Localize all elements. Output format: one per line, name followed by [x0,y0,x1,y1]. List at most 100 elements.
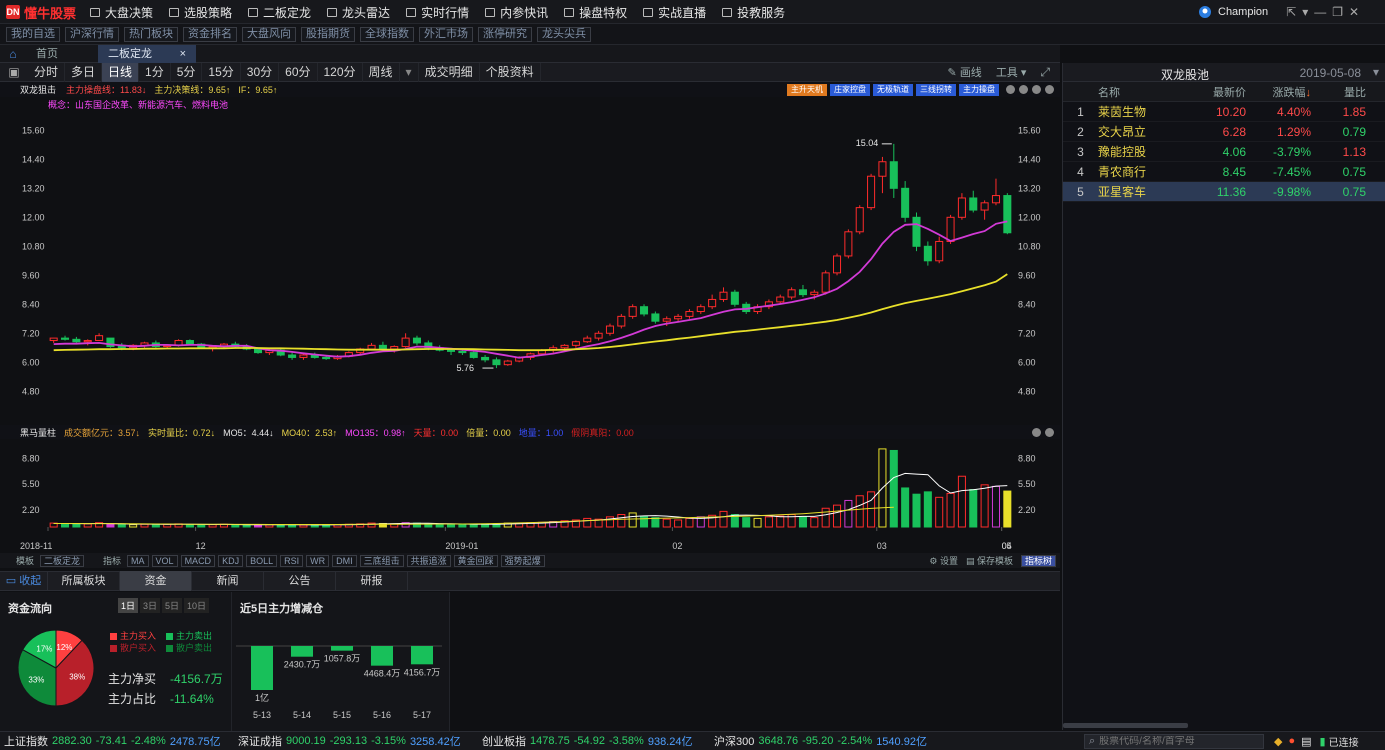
shield-icon[interactable]: ◆ [1274,735,1283,748]
col-volratio[interactable]: 量比 [1344,86,1366,99]
menu-item-quotes[interactable]: 实时行情 [406,0,469,24]
draw-line-button[interactable]: ✎ 画线 [947,67,982,79]
tab-fund[interactable]: 资金 [120,571,192,591]
period-dropdown-icon[interactable]: ▾ [400,62,419,82]
settings-button[interactable]: ⚙ 设置 [929,556,958,566]
ind-golden-pullback[interactable]: 黄金回踩 [453,554,498,567]
template-select[interactable]: 二板定龙 [40,554,85,567]
message-icon[interactable]: ▤ [1301,735,1312,748]
tab-close-icon[interactable]: × [179,47,186,60]
bell-icon[interactable]: ● [1288,735,1296,747]
quick-forex[interactable]: 外汇市场 [419,26,473,42]
home-icon[interactable]: ⌂ [9,46,17,61]
fullscreen-icon[interactable]: ⤢ [1040,64,1050,79]
period-weekly[interactable]: 周线 [363,62,400,82]
period-60min[interactable]: 60分 [279,62,318,82]
zoom-out-icon[interactable] [1045,85,1054,94]
menu-item-privilege[interactable]: 操盘特权 [564,0,627,24]
pool-dropdown-icon[interactable]: ▾ [1372,65,1379,79]
save-template-button[interactable]: ▤ 保存模板 [965,556,1013,566]
tab-research[interactable]: 研报 [336,571,408,591]
horizontal-scrollbar[interactable] [1063,723,1188,728]
pool-row[interactable]: 3 豫能控股 4.06 -3.79% 1.13 [1063,142,1385,162]
vol-close-icon[interactable] [1045,427,1054,437]
period-intraday[interactable]: 分时 [28,62,66,82]
ind-rsi[interactable]: RSI [280,554,304,567]
col-name[interactable]: 名称 [1098,86,1120,99]
quick-global-index[interactable]: 全球指数 [360,26,414,42]
ind-dmi[interactable]: DMI [332,554,357,567]
candlestick-chart[interactable]: 4.80 4.80 6.00 6.00 7.20 7.20 8.40 8.40 9.60 9.60… [0,97,1060,425]
quick-fund-rank[interactable]: 资金排名 [183,26,237,42]
period-5min[interactable]: 5分 [171,62,203,82]
ind-macd[interactable]: MACD [180,554,216,567]
fund-period-10d[interactable]: 10日 [184,598,210,613]
fund-period-3d[interactable]: 3日 [140,598,161,613]
index-hs300[interactable]: 沪深300 3648.76 -95.20 -2.54% 1540.92亿 [714,733,1084,749]
pool-row-selected[interactable]: 5 亚星客车 11.36 -9.98% 0.75 [1063,182,1385,202]
zoom-in-icon[interactable] [1032,85,1041,94]
tab-home[interactable]: 首页 [36,47,58,60]
ind-resonance[interactable]: 共振追涨 [406,554,451,567]
ind-boll[interactable]: BOLL [246,554,278,567]
signal-button-3[interactable]: 无极轨道 [873,83,913,96]
signal-button-4[interactable]: 三线拐转 [916,83,956,96]
signal-button-2[interactable]: 庄家控盘 [830,83,870,96]
quick-market[interactable]: 沪深行情 [65,26,119,42]
minimize-icon[interactable]: — [1314,5,1327,19]
quick-hot-sectors[interactable]: 热门板块 [124,26,178,42]
menu-item-radar[interactable]: 龙头雷达 [327,0,390,24]
stock-search-box[interactable]: ⌕ [1084,733,1264,749]
tab-erban[interactable]: 二板定龙 × [98,44,196,63]
pool-row[interactable]: 1 莱茵生物 10.20 4.40% 1.85 [1063,102,1385,122]
period-1min[interactable]: 1分 [139,62,171,82]
volume-indicator-name[interactable]: 黑马量柱 [20,427,57,438]
index-sh[interactable]: 上证指数 2882.30 -73.41 -2.48% 2478.75亿 [0,733,238,749]
col-price[interactable]: 最新价 [1213,86,1246,99]
ind-vol[interactable]: VOL [151,554,178,567]
pin-icon[interactable]: ⇱ [1286,5,1297,19]
tab-news[interactable]: 新闻 [192,571,264,591]
quick-my-watchlist[interactable]: 我的自选 [6,26,60,42]
collapse-button[interactable]: ▭ 收起 [0,571,48,591]
indicator-name[interactable]: 双龙狙击 [20,85,57,95]
ind-breakout[interactable]: 强势起爆 [500,554,545,567]
fund-period-5d[interactable]: 5日 [162,598,183,613]
tab-announcement[interactable]: 公告 [264,571,336,591]
period-120min[interactable]: 120分 [318,62,363,82]
quick-limit-up[interactable]: 涨停研究 [478,26,532,42]
fund-period-1d[interactable]: 1日 [118,598,139,613]
trade-detail-button[interactable]: 成交明细 [419,62,480,82]
menu-item-strategy[interactable]: 选股策略 [169,0,232,24]
period-multiday[interactable]: 多日 [65,62,103,82]
period-daily[interactable]: 日线 [102,62,140,82]
restore-icon[interactable]: ❐ [1332,5,1343,19]
dropdown-icon[interactable]: ▾ [1302,5,1309,19]
settings-icon[interactable] [1006,85,1015,94]
ind-wr[interactable]: WR [306,554,330,567]
vol-settings-icon[interactable] [1032,427,1041,437]
signal-button-5[interactable]: 主力操盘 [959,83,999,96]
menu-item-live[interactable]: 实战直播 [643,0,706,24]
ind-kdj[interactable]: KDJ [218,554,244,567]
app-logo[interactable]: DN 懂牛股票 [6,4,76,21]
menu-item-decision[interactable]: 大盘决策 [90,0,153,24]
sidebar-toggle-icon[interactable]: ▣ [8,65,20,79]
quick-futures[interactable]: 股指期货 [301,26,355,42]
index-cyb[interactable]: 创业板指 1478.75 -54.92 -3.58% 938.24亿 [482,733,714,749]
pool-row[interactable]: 4 青农商行 8.45 -7.45% 0.75 [1063,162,1385,182]
period-30min[interactable]: 30分 [241,62,280,82]
indicator-tree-button[interactable]: 指标树 [1020,554,1056,567]
period-15min[interactable]: 15分 [202,62,241,82]
pool-row[interactable]: 2 交大昂立 6.28 1.29% 0.79 [1063,122,1385,142]
col-change[interactable]: 涨跌幅↓ [1246,84,1312,100]
index-sz[interactable]: 深证成指 9000.19 -293.13 -3.15% 3258.42亿 [238,733,482,749]
search-input[interactable] [1099,735,1250,747]
refresh-icon[interactable] [1019,85,1028,94]
volume-chart[interactable]: 2.20 2.20 5.50 5.50 8.80 8.80 2018-11 12 2019-01… [0,439,1060,561]
signal-button-1[interactable]: 主升天机 [787,83,827,96]
menu-item-news[interactable]: 内参快讯 [485,0,548,24]
ind-triple-bottom[interactable]: 三底组击 [359,554,404,567]
avatar-icon[interactable] [1198,5,1212,19]
tools-button[interactable]: 工具 ▾ [995,67,1027,79]
